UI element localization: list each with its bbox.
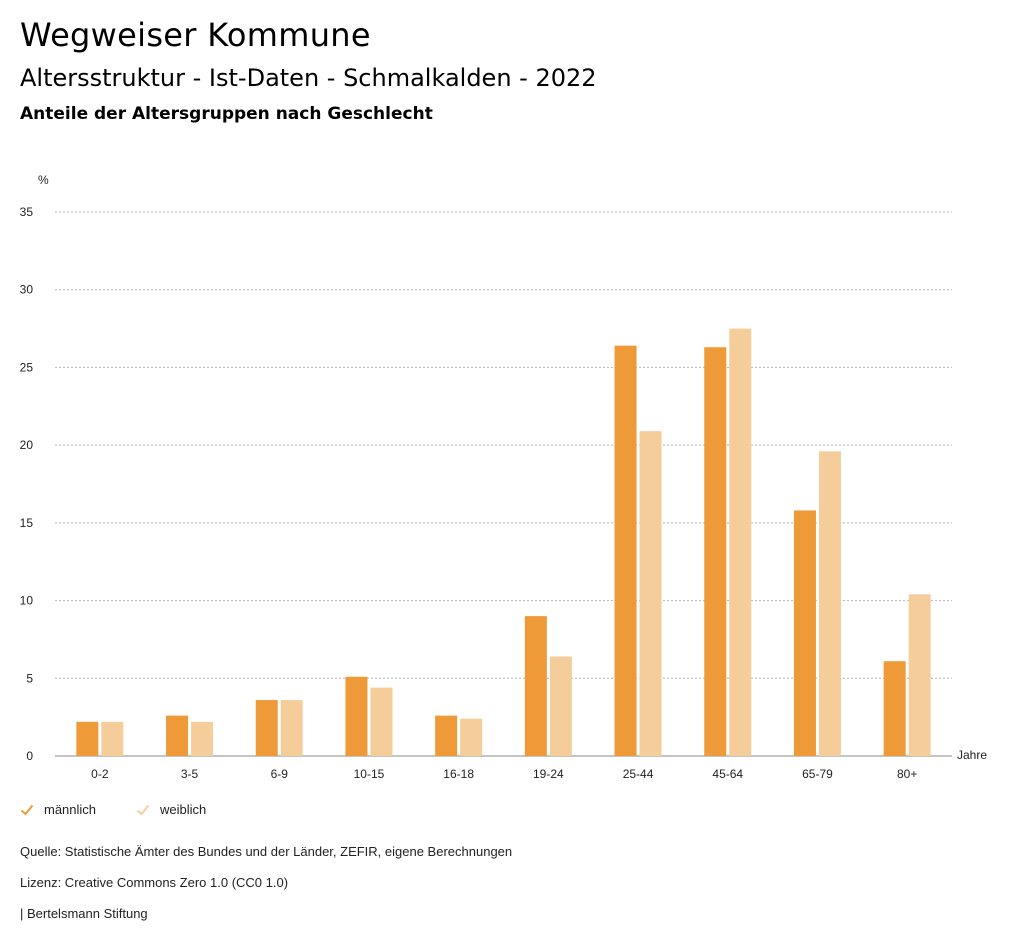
legend-label: männlich xyxy=(44,802,97,817)
bars xyxy=(76,328,931,756)
bar-maennlich-6-9[interactable] xyxy=(255,700,278,756)
bar-weiblich-10-15[interactable] xyxy=(370,687,393,756)
legend-item-maennlich[interactable]: männlich xyxy=(20,802,96,817)
x-tick-label: 10-15 xyxy=(354,767,385,781)
x-tick-label: 45-64 xyxy=(712,767,743,781)
y-tick-label: 20 xyxy=(20,438,34,452)
license-note: Lizenz: Creative Commons Zero 1.0 (CC0 1… xyxy=(20,875,289,890)
bar-weiblich-16-18[interactable] xyxy=(460,718,483,756)
x-tick-label: 19-24 xyxy=(533,767,564,781)
chart-description: Anteile der Altersgruppen nach Geschlech… xyxy=(20,104,433,124)
legend-label: weiblich xyxy=(160,802,207,817)
y-tick-label: 15 xyxy=(20,516,34,530)
y-tick-label: 10 xyxy=(20,594,34,608)
legend: männlich weiblich xyxy=(20,802,206,817)
bar-maennlich-80+[interactable] xyxy=(883,661,906,756)
x-tick-label: 65-79 xyxy=(802,767,833,781)
x-axis-ticks: 0-2 3-5 6-9 10-15 16-18 19-24 25-44 45-64 65-79 8… xyxy=(91,767,917,781)
chart-subtitle: Altersstruktur - Ist-Daten - Schmalkalde… xyxy=(20,64,597,92)
legend-item-weiblich[interactable]: weiblich xyxy=(136,802,206,817)
bar-maennlich-16-18[interactable] xyxy=(435,715,458,756)
bar-weiblich-80+[interactable] xyxy=(908,594,931,756)
bar-maennlich-10-15[interactable] xyxy=(345,676,368,756)
bar-maennlich-65-79[interactable] xyxy=(793,510,816,756)
x-tick-label: 3-5 xyxy=(181,767,199,781)
x-tick-label: 80+ xyxy=(897,767,917,781)
x-tick-label: 16-18 xyxy=(443,767,474,781)
y-tick-label: 0 xyxy=(26,749,33,763)
bar-weiblich-0-2[interactable] xyxy=(101,721,124,756)
y-tick-label: 30 xyxy=(20,283,34,297)
y-axis-label: % xyxy=(38,173,49,187)
x-tick-label: 25-44 xyxy=(623,767,654,781)
chart-title: Wegweiser Kommune xyxy=(20,16,371,54)
y-tick-label: 25 xyxy=(20,360,34,374)
y-axis-ticks: 0 5 10 15 20 25 30 35 xyxy=(20,205,34,763)
x-tick-label: 0-2 xyxy=(91,767,109,781)
x-axis-label: Jahre xyxy=(957,748,987,762)
bar-weiblich-25-44[interactable] xyxy=(639,431,662,756)
publisher-note: | Bertelsmann Stiftung xyxy=(20,906,148,921)
bar-weiblich-19-24[interactable] xyxy=(549,656,572,756)
bar-maennlich-3-5[interactable] xyxy=(166,715,189,756)
bar-weiblich-6-9[interactable] xyxy=(280,700,303,756)
x-tick-label: 6-9 xyxy=(271,767,289,781)
bar-maennlich-45-64[interactable] xyxy=(704,347,727,756)
source-note: Quelle: Statistische Ämter des Bundes un… xyxy=(20,844,513,859)
grid-lines xyxy=(55,211,952,757)
bar-weiblich-3-5[interactable] xyxy=(191,721,214,756)
y-tick-label: 5 xyxy=(26,671,33,685)
bar-maennlich-19-24[interactable] xyxy=(524,616,547,756)
bar-maennlich-0-2[interactable] xyxy=(76,721,99,756)
y-tick-label: 35 xyxy=(20,205,34,219)
bar-weiblich-45-64[interactable] xyxy=(729,328,752,756)
bar-maennlich-25-44[interactable] xyxy=(614,345,637,756)
check-icon xyxy=(20,804,34,815)
check-icon xyxy=(136,804,150,815)
bar-chart: 0 5 10 15 20 25 30 35 0-2 3-5 6-9 10-15 16-18 19-24 2… xyxy=(20,173,988,781)
bar-weiblich-65-79[interactable] xyxy=(818,451,841,756)
